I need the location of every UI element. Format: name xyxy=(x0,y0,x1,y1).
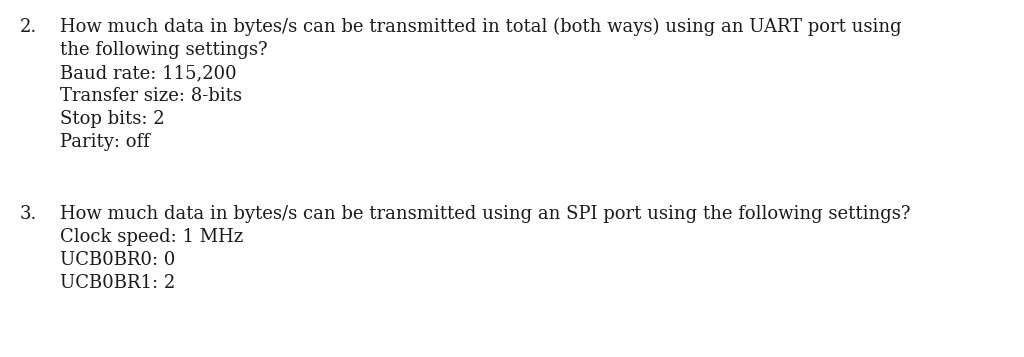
Text: 3.: 3. xyxy=(20,205,37,223)
Text: 2.: 2. xyxy=(20,18,37,36)
Text: the following settings?: the following settings? xyxy=(60,41,267,59)
Text: UCB0BR0: 0: UCB0BR0: 0 xyxy=(60,251,175,269)
Text: How much data in bytes/s can be transmitted in total (both ways) using an UART p: How much data in bytes/s can be transmit… xyxy=(60,18,901,36)
Text: Clock speed: 1 MHz: Clock speed: 1 MHz xyxy=(60,228,244,246)
Text: Parity: off: Parity: off xyxy=(60,133,150,151)
Text: Baud rate: 115,200: Baud rate: 115,200 xyxy=(60,64,237,82)
Text: Stop bits: 2: Stop bits: 2 xyxy=(60,110,165,128)
Text: UCB0BR1: 2: UCB0BR1: 2 xyxy=(60,274,175,292)
Text: How much data in bytes/s can be transmitted using an SPI port using the followin: How much data in bytes/s can be transmit… xyxy=(60,205,910,223)
Text: Transfer size: 8-bits: Transfer size: 8-bits xyxy=(60,87,242,105)
